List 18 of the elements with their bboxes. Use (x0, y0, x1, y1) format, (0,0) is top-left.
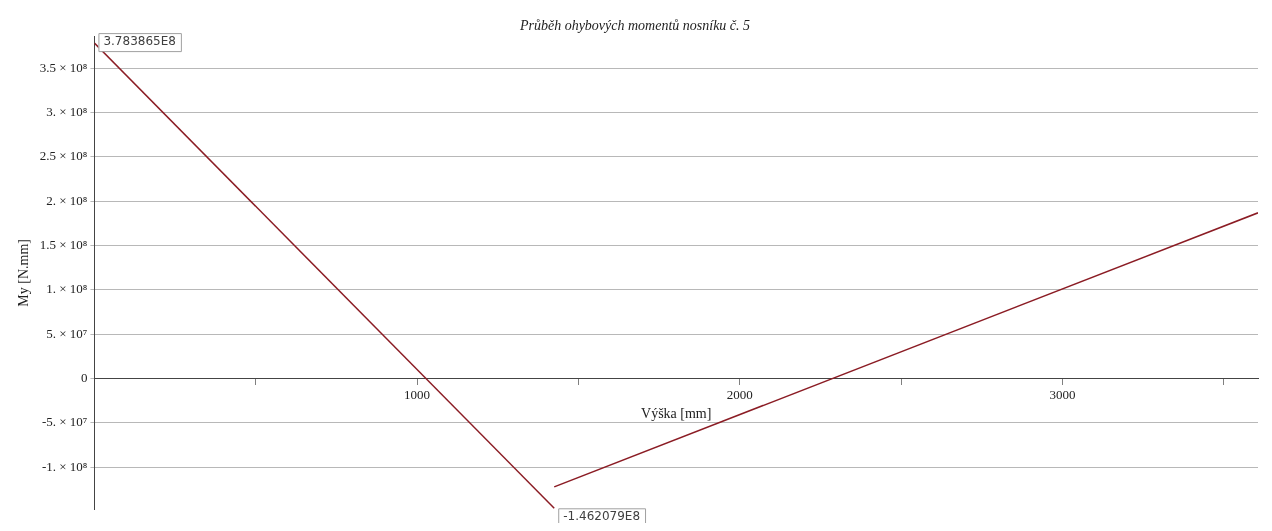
x-axis-title: Výška [mm] (641, 406, 712, 422)
y-axis-title: My [N.mm] (16, 239, 32, 307)
y-tick-label: -1. × 10⁸ (41, 458, 88, 474)
y-tick-label: 1. × 10⁸ (46, 281, 88, 297)
y-tick-label: 3. × 10⁸ (46, 104, 88, 120)
annotation: -1.462079E8 (563, 509, 641, 524)
chart-title: Průběh ohybových momentů nosníku č. 5 (518, 18, 751, 34)
x-tick-label: 3000 (1049, 386, 1076, 402)
x-tick-label: 2000 (726, 386, 753, 402)
y-tick-label: 1.5 × 10⁸ (39, 237, 88, 253)
y-tick-label: 3.5 × 10⁸ (39, 59, 88, 75)
y-tick-label: -5. × 10⁷ (41, 414, 88, 430)
y-tick-label: 0 (80, 370, 88, 386)
y-tick-label: 5. × 10⁷ (46, 325, 88, 341)
y-tick-label: 2.5 × 10⁸ (39, 148, 88, 164)
y-tick-label: 2. × 10⁸ (46, 192, 88, 208)
annotation: 3.783865E8 (103, 34, 176, 49)
x-tick-label: 1000 (404, 386, 431, 402)
